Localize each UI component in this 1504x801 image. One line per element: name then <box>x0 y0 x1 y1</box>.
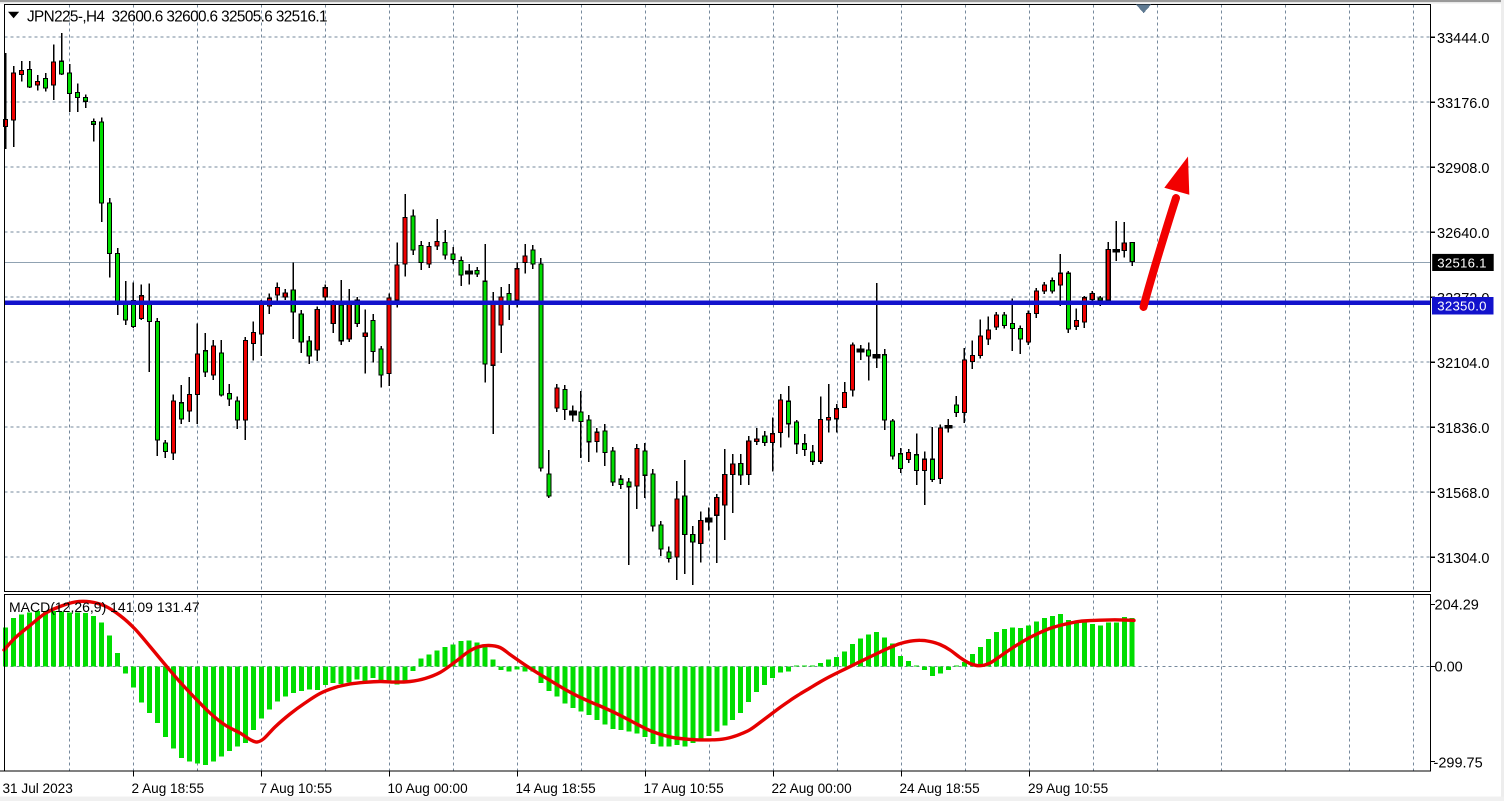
svg-text:24 Aug 18:55: 24 Aug 18:55 <box>900 781 980 796</box>
svg-text:22 Aug 00:00: 22 Aug 00:00 <box>772 781 853 796</box>
svg-text:32350.0: 32350.0 <box>1437 299 1486 314</box>
svg-text:-299.75: -299.75 <box>1434 756 1483 772</box>
svg-text:10 Aug 00:00: 10 Aug 00:00 <box>388 781 469 796</box>
svg-text:33444.0: 33444.0 <box>1437 31 1489 47</box>
svg-text:204.29: 204.29 <box>1435 598 1479 614</box>
svg-text:32104.0: 32104.0 <box>1437 356 1489 372</box>
svg-text:32908.0: 32908.0 <box>1437 161 1489 177</box>
svg-text:2 Aug 18:55: 2 Aug 18:55 <box>132 781 205 796</box>
svg-text:32516.1: 32516.1 <box>1437 256 1486 271</box>
svg-text:31304.0: 31304.0 <box>1437 551 1489 567</box>
svg-text:31568.0: 31568.0 <box>1437 486 1489 502</box>
svg-text:29 Aug 10:55: 29 Aug 10:55 <box>1028 781 1108 796</box>
svg-text:14 Aug 18:55: 14 Aug 18:55 <box>516 781 596 796</box>
svg-text:JPN225-,H4 32600.6 32600.6 32: JPN225-,H4 32600.6 32600.6 32505.6 32516… <box>27 8 327 25</box>
svg-text:7 Aug 10:55: 7 Aug 10:55 <box>260 781 333 796</box>
svg-text:31836.0: 31836.0 <box>1437 421 1489 437</box>
svg-text:0.00: 0.00 <box>1435 660 1463 676</box>
svg-text:33176.0: 33176.0 <box>1437 96 1489 112</box>
svg-text:17 Aug 10:55: 17 Aug 10:55 <box>644 781 724 796</box>
svg-text:31 Jul 2023: 31 Jul 2023 <box>3 781 73 796</box>
svg-text:32640.0: 32640.0 <box>1437 226 1489 242</box>
svg-text:MACD(12,26,9) 141.09 131.47: MACD(12,26,9) 141.09 131.47 <box>9 599 200 615</box>
